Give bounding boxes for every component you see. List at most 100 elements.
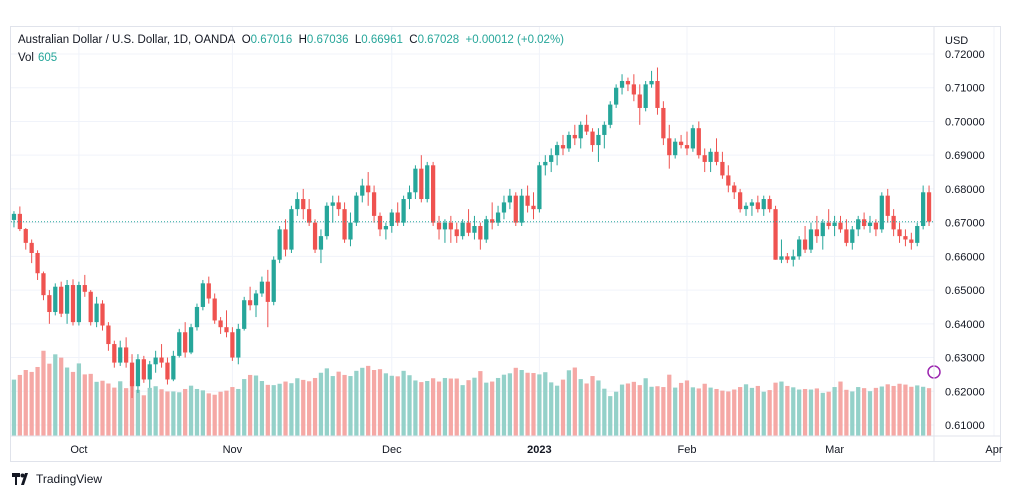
volume-bar bbox=[177, 392, 182, 436]
candle-body bbox=[732, 185, 737, 193]
volume-bar bbox=[330, 376, 335, 436]
candle-body bbox=[761, 199, 766, 210]
volume-bar bbox=[761, 391, 766, 436]
price-tick-label: 0.67000 bbox=[945, 218, 985, 230]
volume-bar bbox=[897, 383, 902, 436]
candle-body bbox=[236, 328, 241, 358]
volume-bar bbox=[425, 381, 430, 436]
candle-body bbox=[35, 252, 40, 274]
candle-body bbox=[360, 185, 365, 196]
volume-bar bbox=[879, 386, 884, 436]
candle-body bbox=[348, 222, 353, 240]
volume-bar bbox=[466, 380, 471, 436]
volume-bar bbox=[708, 387, 713, 436]
candlesticks bbox=[11, 67, 932, 399]
volume-bar bbox=[696, 388, 701, 436]
volume-bar bbox=[885, 384, 890, 436]
volume-bar bbox=[377, 369, 383, 436]
price-tick-label: 0.62000 bbox=[945, 386, 985, 398]
candle-body bbox=[324, 205, 329, 237]
candle-body bbox=[903, 236, 908, 240]
candle-body bbox=[720, 161, 725, 176]
candle-body bbox=[318, 236, 324, 250]
volume-bar bbox=[371, 370, 377, 436]
time-axis: Oct Nov Dec 2023 Feb Mar Apr bbox=[11, 435, 1003, 456]
volume-bar bbox=[755, 385, 760, 436]
volume-bar bbox=[106, 383, 111, 436]
candle-body bbox=[354, 195, 359, 223]
candle-body bbox=[714, 151, 719, 162]
volume-bar bbox=[259, 381, 265, 436]
candle-body bbox=[696, 128, 701, 156]
candle-body bbox=[147, 364, 152, 380]
volume-bar bbox=[200, 390, 206, 436]
open-label: O bbox=[241, 34, 251, 46]
candle-body bbox=[11, 213, 17, 220]
volume-bar bbox=[726, 391, 731, 436]
candle-body bbox=[88, 291, 93, 323]
candle-body bbox=[253, 293, 259, 306]
candle-body bbox=[271, 259, 276, 302]
time-tick-label: Oct bbox=[70, 444, 87, 456]
candle-body bbox=[224, 327, 229, 333]
candle-body bbox=[749, 202, 755, 206]
candle-body bbox=[495, 212, 501, 223]
volume-bar bbox=[436, 381, 442, 436]
volume-bar bbox=[247, 374, 253, 436]
volume-bar bbox=[265, 384, 270, 436]
time-tick-label: Nov bbox=[223, 444, 243, 456]
volume-bar bbox=[678, 382, 684, 436]
volume-bar bbox=[732, 389, 737, 436]
price-tick-label: 0.65000 bbox=[945, 285, 985, 297]
volume-bar bbox=[135, 389, 141, 436]
volume-bar bbox=[867, 391, 873, 436]
candle-body bbox=[708, 151, 713, 162]
candle-body bbox=[100, 303, 105, 326]
volume-bar bbox=[779, 381, 784, 436]
volume-bar bbox=[684, 380, 690, 436]
volume-bar bbox=[413, 380, 418, 436]
candle-body bbox=[454, 229, 459, 237]
candle-body bbox=[926, 192, 932, 222]
candle-body bbox=[401, 199, 406, 223]
candle-body bbox=[915, 226, 920, 243]
candle-body bbox=[537, 165, 542, 210]
candle-body bbox=[141, 359, 146, 380]
volume-bar bbox=[797, 389, 802, 436]
volume-bar bbox=[643, 378, 648, 436]
volume-bar bbox=[407, 375, 412, 436]
candle-body bbox=[501, 202, 507, 213]
candle-body bbox=[436, 222, 442, 230]
candle-body bbox=[17, 213, 22, 230]
volume-bar bbox=[702, 383, 707, 436]
volume-bar bbox=[218, 391, 223, 436]
volume-bar bbox=[460, 385, 465, 436]
volume-bar bbox=[29, 371, 34, 436]
volume-bar bbox=[395, 376, 400, 436]
candle-body bbox=[572, 134, 577, 139]
volume-bar bbox=[236, 388, 241, 436]
candle-body bbox=[135, 359, 141, 387]
candle-body bbox=[566, 134, 572, 149]
candle-body bbox=[171, 355, 176, 380]
candle-body bbox=[690, 128, 696, 149]
volume-bar bbox=[720, 390, 725, 436]
candle-body bbox=[59, 286, 64, 314]
candle-body bbox=[112, 344, 117, 363]
volume-value: 605 bbox=[38, 52, 58, 64]
volume-bar bbox=[891, 385, 896, 436]
candle-body bbox=[844, 229, 849, 243]
volume-bar bbox=[307, 381, 312, 436]
volume-bar bbox=[88, 373, 93, 436]
volume-bar bbox=[442, 377, 448, 436]
volume-bar bbox=[921, 386, 926, 436]
time-tick-label: Apr bbox=[985, 444, 1002, 456]
candle-body bbox=[47, 295, 52, 313]
volume-bar bbox=[690, 387, 696, 436]
volume-bar bbox=[737, 387, 743, 436]
volume-bar bbox=[336, 371, 341, 436]
price-tick-label: 0.61000 bbox=[945, 420, 985, 432]
volume-bar bbox=[153, 386, 158, 436]
tradingview-logo[interactable]: TradingView bbox=[12, 472, 102, 486]
